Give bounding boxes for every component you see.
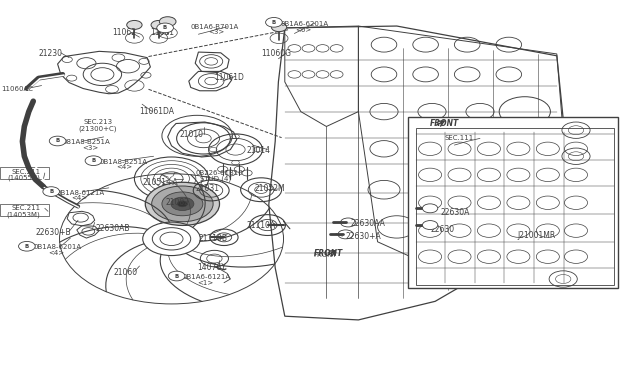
Text: B: B (56, 138, 60, 144)
Circle shape (85, 156, 102, 166)
Text: 14076Y: 14076Y (197, 263, 226, 272)
Text: STUD (4): STUD (4) (200, 175, 231, 182)
Circle shape (266, 17, 282, 27)
Circle shape (271, 23, 287, 32)
Text: (14053M): (14053M) (6, 211, 40, 218)
Text: 22630: 22630 (430, 225, 454, 234)
Text: B: B (49, 189, 53, 194)
Text: 0B1A6-6201A: 0B1A6-6201A (280, 21, 328, 27)
Bar (416, 128, 614, 285)
Text: 0B1A8-6121A: 0B1A8-6121A (56, 190, 104, 196)
Bar (408, 117, 618, 288)
Text: 11061: 11061 (150, 28, 174, 37)
Text: B: B (175, 273, 179, 279)
Text: <3>: <3> (82, 145, 98, 151)
Circle shape (168, 271, 185, 281)
Circle shape (162, 192, 203, 216)
Text: 0B226-61B10: 0B226-61B10 (195, 170, 243, 176)
Text: 0B1A6-B701A: 0B1A6-B701A (191, 24, 239, 30)
Text: (21300+C): (21300+C) (78, 125, 116, 132)
Text: 21051+A: 21051+A (142, 178, 178, 187)
Circle shape (171, 197, 194, 211)
Text: B: B (25, 244, 29, 249)
Circle shape (422, 221, 438, 230)
Text: 0B1A8-6201A: 0B1A8-6201A (33, 244, 81, 250)
Text: B: B (163, 25, 167, 31)
Circle shape (159, 17, 176, 26)
Text: <6>: <6> (296, 27, 312, 33)
Text: (14055H): (14055H) (8, 174, 40, 181)
Text: FRONT: FRONT (314, 252, 337, 258)
Text: 21110A: 21110A (246, 221, 276, 230)
Text: 081A8-B251A: 081A8-B251A (63, 139, 111, 145)
Text: B: B (272, 20, 276, 25)
Text: 21230: 21230 (38, 49, 63, 58)
Text: SEC.211: SEC.211 (12, 205, 41, 211)
Text: 11061DA: 11061DA (140, 107, 175, 116)
Circle shape (19, 241, 35, 251)
Circle shape (152, 186, 213, 222)
Text: 21082: 21082 (165, 198, 189, 207)
Text: <4>: <4> (48, 250, 64, 256)
Text: 22630AA: 22630AA (351, 219, 385, 228)
Text: B: B (92, 158, 95, 163)
Text: 11060G: 11060G (261, 49, 291, 58)
Text: 21060: 21060 (114, 268, 138, 277)
Text: FRONT: FRONT (314, 249, 343, 258)
Text: 11060AC: 11060AC (1, 86, 33, 92)
Circle shape (177, 201, 188, 207)
Circle shape (43, 187, 60, 196)
Text: FRONT: FRONT (430, 119, 460, 128)
Text: SEC.211: SEC.211 (12, 169, 41, 175)
Circle shape (145, 182, 220, 225)
Circle shape (422, 204, 438, 213)
Text: <4>: <4> (116, 164, 132, 170)
Text: 11061D: 11061D (214, 73, 244, 82)
Text: 21010: 21010 (179, 130, 204, 139)
Circle shape (127, 20, 142, 29)
Text: 21052M: 21052M (255, 185, 285, 193)
Text: 22630A: 22630A (440, 208, 470, 217)
Text: <3>: <3> (208, 29, 224, 35)
Text: J21001MR: J21001MR (517, 231, 556, 240)
Text: <4>: <4> (72, 195, 88, 201)
Text: 22630AB: 22630AB (96, 224, 131, 233)
Text: 0B1A8-B251A: 0B1A8-B251A (99, 159, 147, 165)
Text: 0B1A6-6121A: 0B1A6-6121A (182, 274, 230, 280)
Text: <1>: <1> (197, 280, 213, 286)
Circle shape (151, 20, 166, 29)
Text: 21014: 21014 (246, 146, 270, 155)
Text: 22630+B: 22630+B (35, 228, 71, 237)
Text: 21110B: 21110B (198, 234, 227, 243)
Text: SEC.213: SEC.213 (83, 119, 113, 125)
Text: 11062: 11062 (112, 28, 136, 37)
Circle shape (157, 23, 173, 33)
Text: SEC.111: SEC.111 (445, 135, 474, 141)
Text: 21031: 21031 (195, 185, 219, 193)
Text: 22630+A: 22630+A (346, 232, 381, 241)
Circle shape (49, 136, 66, 146)
